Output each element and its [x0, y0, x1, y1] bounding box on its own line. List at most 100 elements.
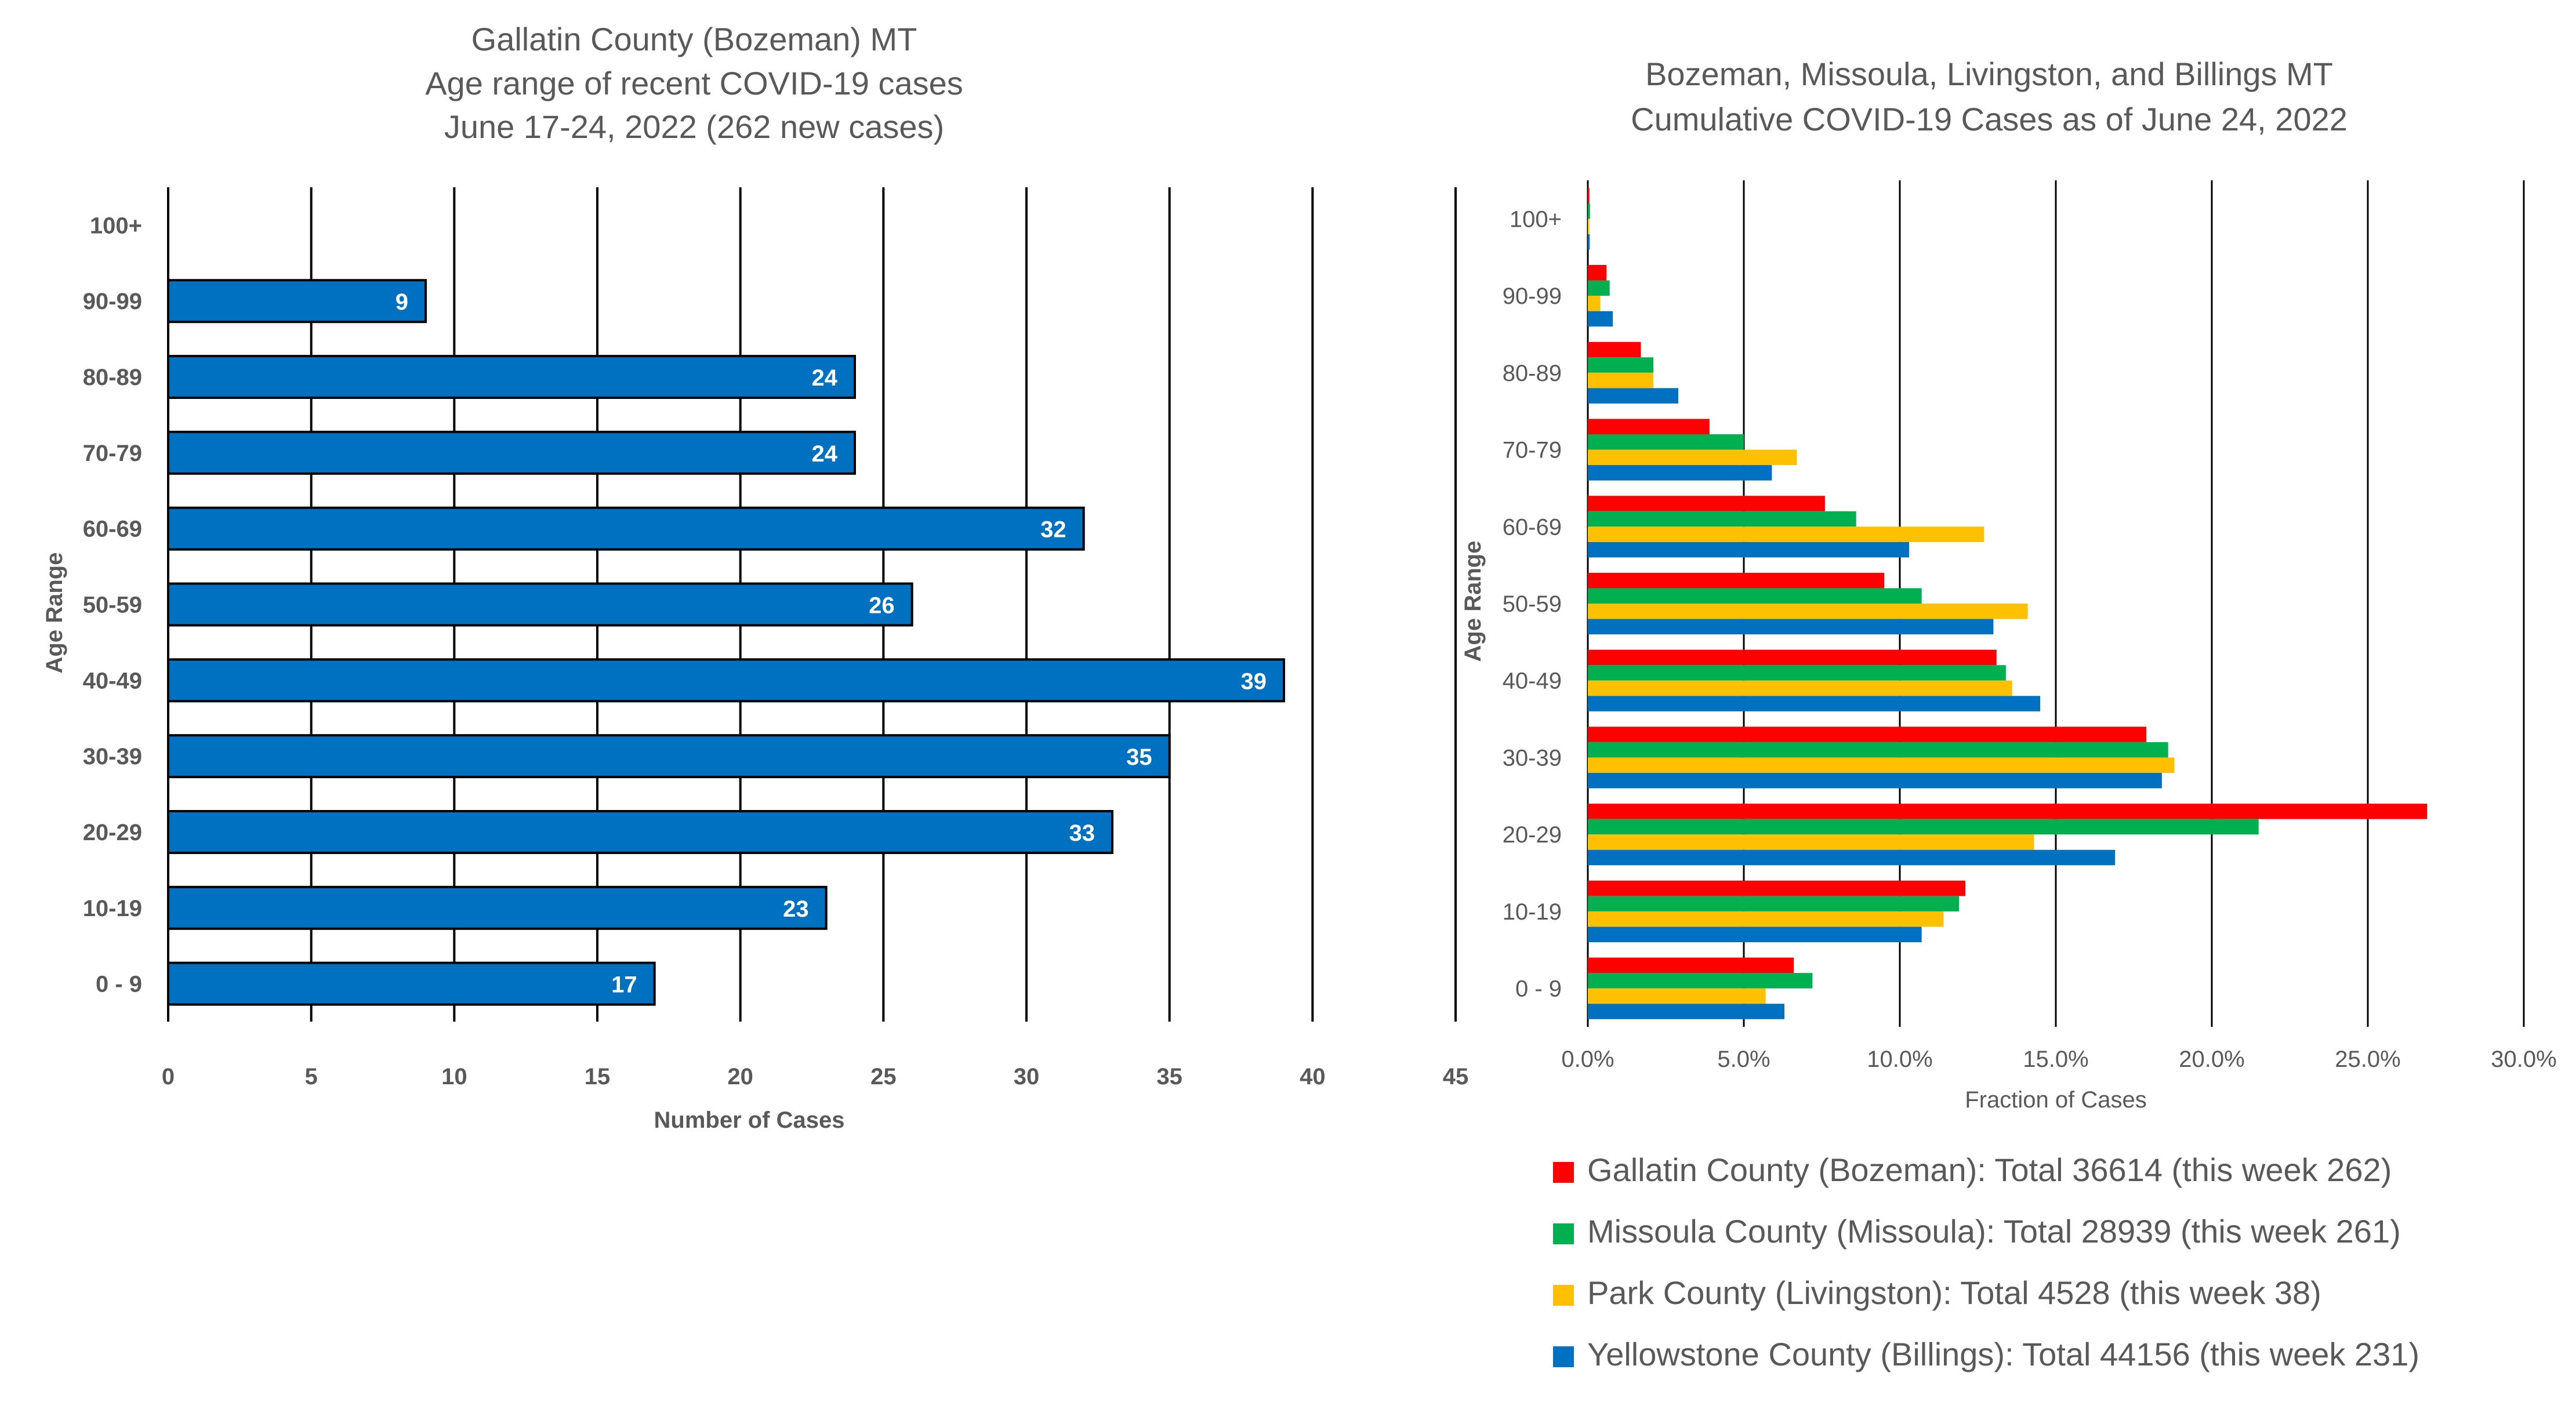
chart-2-category-label: 100+ — [1510, 206, 1562, 232]
chart-2-bar — [1588, 696, 2041, 711]
chart-2: Bozeman, Missoula, Livingston, and Billi… — [1460, 56, 2557, 1372]
chart-1-category-label: 80-89 — [83, 365, 142, 390]
chart-1-x-tick-label: 5 — [305, 1064, 318, 1089]
chart-2-bar — [1588, 834, 2034, 850]
chart-1-data-label: 23 — [783, 896, 809, 922]
chart-1-title-line: Gallatin County (Bozeman) MT — [471, 21, 917, 57]
chart-1-category-label: 20-29 — [83, 820, 142, 845]
chart-2-bar — [1588, 465, 1772, 481]
chart-2-legend-label: Missoula County (Missoula): Total 28939 … — [1587, 1213, 2401, 1250]
chart-2-category-label: 10-19 — [1503, 899, 1562, 925]
chart-2-bar — [1588, 880, 1965, 896]
chart-1-category-label: 50-59 — [83, 593, 142, 618]
chart-2-bar — [1588, 265, 1607, 281]
chart-2-category-label: 60-69 — [1503, 514, 1562, 540]
chart-1: Gallatin County (Bozeman) MT Age range of… — [42, 21, 1468, 1133]
chart-1-bar — [167, 809, 1113, 854]
chart-1-bar — [167, 506, 1085, 551]
chart-2-bar — [1588, 619, 1994, 635]
chart-1-bar — [167, 582, 913, 627]
chart-2-bar — [1588, 819, 2259, 835]
chart-2-bar — [1588, 434, 1744, 450]
chart-2-category-label: 80-89 — [1503, 361, 1562, 386]
chart-1-x-tick-label: 20 — [727, 1064, 753, 1089]
chart-2-title-line: Cumulative COVID-19 Cases as of June 24,… — [1631, 101, 2348, 137]
chart-1-category-label: 10-19 — [83, 896, 142, 921]
chart-1-bar — [167, 734, 1171, 779]
chart-2-bar — [1588, 372, 1653, 388]
chart-1-y-axis-title: Age Range — [42, 553, 67, 674]
chart-1-title-line: Age range of recent COVID-19 cases — [425, 65, 963, 101]
chart-1-x-tick-label: 35 — [1156, 1064, 1182, 1089]
chart-2-bar — [1588, 311, 1613, 327]
chart-1-x-tick-label: 25 — [870, 1064, 897, 1089]
chart-1-data-label: 33 — [1069, 820, 1095, 846]
chart-2-bar — [1588, 449, 1797, 466]
chart-2-bar — [1588, 280, 1610, 296]
chart-2-bar — [1588, 342, 1641, 358]
chart-1-data-label: 9 — [396, 289, 408, 315]
chart-2-x-tick-label: 5.0% — [1717, 1047, 1770, 1072]
chart-2-legend-swatch — [1553, 1223, 1574, 1244]
chart-1-category-label: 60-69 — [83, 517, 142, 542]
chart-2-category-label: 50-59 — [1503, 591, 1562, 617]
chart-1-x-tick-label: 30 — [1014, 1064, 1040, 1089]
chart-2-bar — [1588, 388, 1679, 404]
chart-1-category-label: 90-99 — [83, 289, 142, 314]
chart-1-data-label: 39 — [1241, 669, 1267, 694]
chart-1-x-tick-label: 0 — [162, 1064, 175, 1089]
chart-2-legend-swatch — [1553, 1285, 1574, 1306]
chart-1-data-label: 17 — [611, 972, 637, 998]
chart-2-bar — [1588, 219, 1590, 234]
chart-1-data-label: 32 — [1040, 517, 1066, 543]
chart-2-category-label: 30-39 — [1503, 745, 1562, 771]
chart-2-bar — [1588, 973, 1813, 989]
chart-2-legend: Gallatin County (Bozeman): Total 36614 (… — [1553, 1152, 2419, 1372]
chart-2-bar — [1588, 927, 1922, 942]
chart-2-legend-label: Yellowstone County (Billings): Total 441… — [1587, 1336, 2419, 1372]
chart-2-x-tick-label: 20.0% — [2179, 1047, 2244, 1072]
chart-2-x-axis-title: Fraction of Cases — [1965, 1087, 2146, 1113]
chart-2-bar — [1588, 511, 1856, 527]
chart-1-category-label: 0 - 9 — [96, 972, 142, 997]
chart-2-x-tick-label: 15.0% — [2023, 1047, 2088, 1072]
chart-1-data-label: 35 — [1126, 744, 1152, 770]
chart-2-legend-label: Park County (Livingston): Total 4528 (th… — [1587, 1274, 2321, 1311]
chart-2-bar — [1588, 727, 2147, 742]
chart-2-bar — [1588, 911, 1944, 927]
chart-1-bar — [167, 658, 1285, 703]
chart-2-bar — [1588, 957, 1794, 974]
chart-2-bar — [1588, 773, 2162, 789]
chart-2-category-label: 0 - 9 — [1515, 976, 1562, 1002]
chart-1-bar — [167, 355, 856, 399]
chart-1-data-label: 26 — [869, 593, 895, 619]
chart-1-x-tick-label: 15 — [585, 1064, 611, 1089]
chart-2-legend-swatch — [1553, 1162, 1574, 1183]
chart-2-bar — [1588, 496, 1825, 511]
chart-1-category-label: 30-39 — [83, 744, 142, 769]
chart-1-category-label: 70-79 — [83, 441, 142, 466]
chart-1-bar — [167, 885, 828, 930]
chart-1-bar — [167, 279, 427, 324]
chart-2-bar — [1588, 203, 1590, 219]
chart-1-category-label: 40-49 — [83, 668, 142, 693]
chart-2-x-tick-label: 25.0% — [2335, 1047, 2400, 1072]
chart-2-x-tick-label: 30.0% — [2491, 1047, 2556, 1072]
chart-2-x-tick-label: 10.0% — [1867, 1047, 1932, 1072]
chart-2-bar — [1588, 419, 1710, 434]
chart-2-category-label: 40-49 — [1503, 669, 1562, 694]
chart-1-x-tick-label: 10 — [441, 1064, 467, 1089]
chart-2-bar — [1588, 649, 1997, 666]
chart-2-x-tick-label: 0.0% — [1561, 1047, 1614, 1072]
chart-2-bar — [1588, 572, 1885, 589]
chart-2-legend-swatch — [1553, 1346, 1574, 1367]
chart-2-y-axis-title: Age Range — [1460, 541, 1486, 662]
chart-1-x-tick-label: 40 — [1300, 1064, 1326, 1089]
chart-2-bar — [1588, 742, 2168, 758]
chart-1-data-label: 24 — [812, 441, 838, 467]
chart-1-x-axis-title: Number of Cases — [654, 1107, 845, 1133]
chart-2-bar — [1588, 1004, 1784, 1019]
chart-2-category-label: 70-79 — [1503, 438, 1562, 463]
chart-2-bar — [1588, 357, 1653, 373]
chart-1-bar — [167, 430, 856, 475]
